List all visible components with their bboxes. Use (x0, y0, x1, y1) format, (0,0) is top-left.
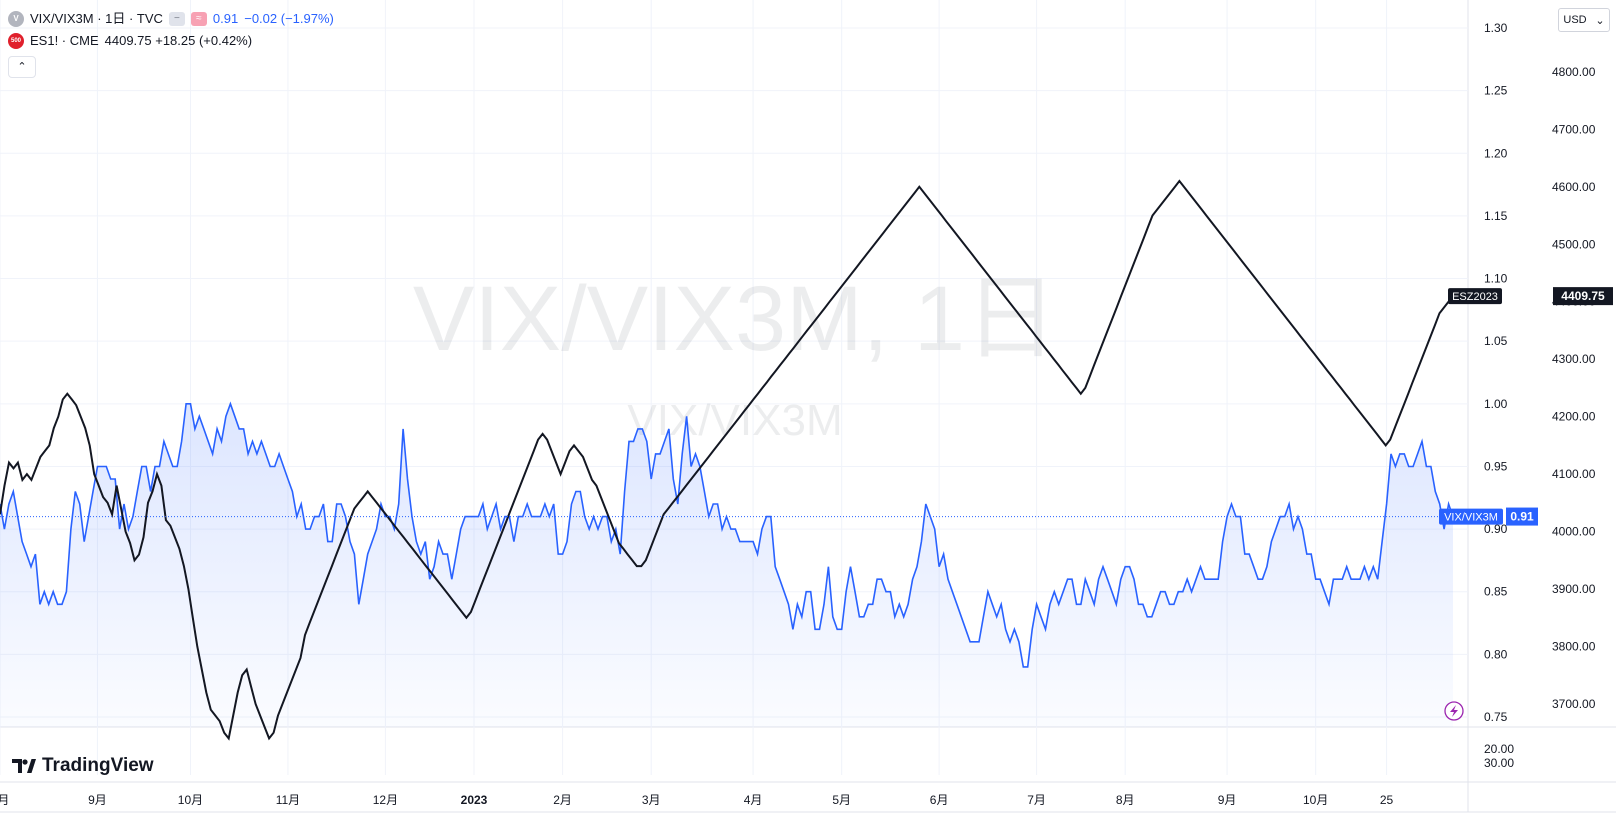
time-tick-label: 3月 (642, 793, 661, 807)
secondary-tick-label: 4500.00 (1552, 237, 1596, 251)
es-name-label: ESZ2023 (1452, 291, 1498, 303)
time-tick-label: 9月 (88, 793, 107, 807)
vix-name-label-bg (1439, 508, 1503, 525)
vix-name-label: VIX/VIX3M (1444, 512, 1498, 524)
primary-tick-label: 1.05 (1484, 334, 1508, 348)
vix-value-label-bg (1506, 507, 1538, 526)
watermark-subtitle: VIX/VIX3M (627, 396, 842, 445)
primary-tick-label: 0.80 (1484, 647, 1508, 661)
tradingview-logo[interactable]: TradingView (12, 755, 154, 777)
secondary-tick-label: 4000.00 (1552, 525, 1596, 539)
minus-icon[interactable]: − (168, 12, 185, 26)
legend-second-row[interactable]: 500 ES1! · CME 4409.75 +18.25 (+0.42%) (8, 30, 334, 52)
primary-tick-label: 1.15 (1484, 209, 1508, 223)
es-value-label: 4409.75 (1561, 289, 1605, 303)
compare-wave-icon[interactable]: ≈ (190, 12, 207, 26)
time-tick-label: 25 (1380, 793, 1394, 807)
primary-tick-label: 0.90 (1484, 522, 1508, 536)
primary-tick-label: 1.00 (1484, 397, 1508, 411)
time-tick-label: 8月 (1116, 793, 1135, 807)
es-series-line[interactable] (0, 179, 1454, 741)
main-last-value: 0.91 (212, 11, 239, 26)
secondary-tick-label: 4800.00 (1552, 65, 1596, 79)
logo-text: TradingView (42, 755, 154, 776)
time-tick-label: 6月 (930, 793, 949, 807)
lower-pane-tick-label: 20.00 (1484, 742, 1514, 756)
time-tick-label: 2月 (553, 793, 572, 807)
secondary-tick-label: 4300.00 (1552, 352, 1596, 366)
vix-value-label: 0.91 (1510, 510, 1534, 524)
primary-tick-label: 1.25 (1484, 84, 1508, 98)
time-tick-label: 5月 (832, 793, 851, 807)
secondary-tick-label: 3700.00 (1552, 697, 1596, 711)
axis-layer: 1.30 1.25 1.20 1.15 1.10 1.05 1.00 0.95 0.90 0.85… (0, 21, 1613, 807)
legend: V VIX/VIX3M · 1日 · TVC − ≈ 0.91 −0.02 (−… (8, 8, 334, 78)
es-value-label-bg (1553, 287, 1613, 306)
lower-pane-tick-label: 30.00 (1484, 756, 1514, 770)
second-values: 4409.75 +18.25 (+0.42%) (104, 33, 253, 48)
secondary-tick-label: 3800.00 (1552, 640, 1596, 654)
chevron-up-icon: ⌃ (17, 61, 27, 73)
secondary-tick-label: 4100.00 (1552, 467, 1596, 481)
collapse-legend-button[interactable]: ⌃ (8, 56, 36, 78)
vix-area-fill (0, 403, 1453, 727)
series-layer (0, 179, 1468, 741)
time-tick-label: 8月 (0, 793, 9, 807)
secondary-tick-label: 4600.00 (1552, 180, 1596, 194)
secondary-tick-label: 4200.00 (1552, 410, 1596, 424)
bolt-icon-glyph (1450, 705, 1458, 717)
primary-tick-label: 0.95 (1484, 459, 1508, 473)
time-tick-label: 4月 (744, 793, 763, 807)
sp500-symbol-icon: 500 (8, 33, 24, 49)
time-tick-label: 9月 (1218, 793, 1237, 807)
secondary-tick-label: 4700.00 (1552, 122, 1596, 136)
chevron-down-icon: ⌄ (1595, 14, 1605, 27)
primary-tick-label: 0.85 (1484, 585, 1508, 599)
time-tick-label: 11月 (276, 793, 300, 807)
currency-selector[interactable]: USD ⌄ (1558, 8, 1610, 32)
legend-main-row[interactable]: V VIX/VIX3M · 1日 · TVC − ≈ 0.91 −0.02 (−… (8, 8, 334, 30)
primary-tick-label: 1.30 (1484, 21, 1508, 35)
tradingview-mark-icon (12, 759, 36, 773)
second-symbol-label[interactable]: ES1! · CME (30, 33, 99, 48)
main-symbol-label[interactable]: VIX/VIX3M · 1日 · TVC (30, 11, 163, 26)
watermark-layer: VIX/VIX3M, 1日 VIX/VIX3M (413, 268, 1057, 445)
vix-symbol-icon: V (8, 11, 24, 27)
main-change-value: −0.02 (−1.97%) (244, 11, 334, 26)
time-tick-label: 10月 (178, 793, 203, 807)
primary-tick-label: 1.10 (1484, 272, 1508, 286)
time-tick-label: 10月 (1303, 793, 1328, 807)
time-tick-label: 2023 (461, 793, 488, 807)
watermark-title: VIX/VIX3M, 1日 (413, 268, 1057, 370)
time-tick-label: 12月 (373, 793, 398, 807)
primary-tick-label: 1.20 (1484, 146, 1508, 160)
primary-tick-label: 0.75 (1484, 710, 1508, 724)
currency-label: USD (1563, 14, 1587, 26)
es-name-label-bg (1448, 288, 1502, 305)
secondary-tick-label: 3900.00 (1552, 582, 1596, 596)
time-tick-label: 7月 (1027, 793, 1046, 807)
